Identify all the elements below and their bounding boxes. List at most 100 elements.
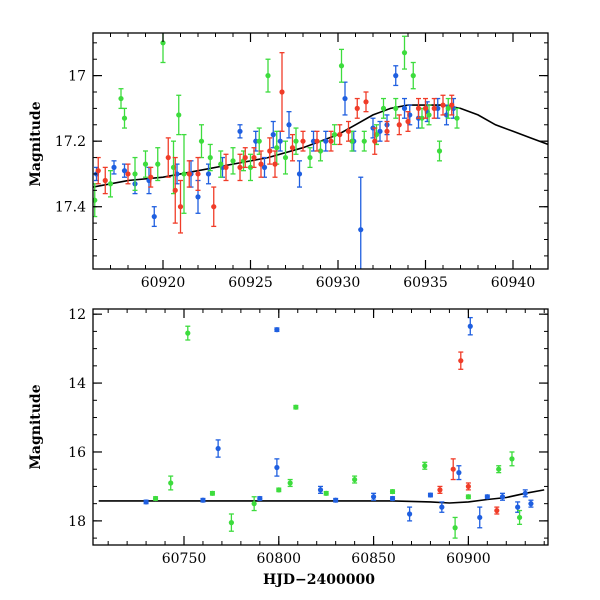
data-point-blue bbox=[477, 506, 483, 529]
data-point-blue bbox=[274, 327, 280, 333]
data-point-red bbox=[237, 153, 243, 182]
data-point-blue bbox=[151, 206, 157, 228]
series-red bbox=[437, 351, 500, 515]
y-tick-label: 14 bbox=[68, 376, 86, 392]
data-point-red bbox=[242, 147, 248, 169]
data-point-blue bbox=[427, 492, 434, 498]
data-point-green bbox=[389, 488, 396, 495]
data-point-green bbox=[176, 94, 182, 136]
data-point-green bbox=[361, 130, 367, 152]
data-point-red bbox=[494, 506, 500, 515]
data-point-blue bbox=[323, 130, 329, 152]
data-point-blue bbox=[333, 497, 339, 503]
data-point-green bbox=[452, 516, 458, 539]
data-point-blue bbox=[358, 176, 364, 269]
data-point-green bbox=[516, 509, 523, 525]
data-point-green bbox=[352, 475, 358, 484]
data-point-red bbox=[251, 147, 257, 169]
data-point-red bbox=[328, 130, 334, 152]
data-point-green bbox=[323, 490, 329, 496]
data-point-red bbox=[458, 351, 464, 370]
x-tick-label: 60750 bbox=[162, 551, 207, 567]
data-point-green bbox=[132, 156, 138, 191]
data-point-green bbox=[293, 127, 299, 155]
series-red bbox=[95, 52, 455, 234]
data-point-red bbox=[345, 120, 352, 142]
data-point-red bbox=[449, 94, 455, 116]
data-point-green bbox=[142, 150, 149, 178]
data-point-blue bbox=[499, 492, 506, 501]
data-point-green bbox=[218, 150, 224, 178]
data-point-red bbox=[422, 97, 429, 119]
data-point-green bbox=[380, 97, 387, 119]
plot-area bbox=[93, 33, 548, 269]
top-panel: 60920 60925 60930 60935 60940 17 17.2 17.4 bbox=[55, 32, 549, 291]
data-point-blue bbox=[111, 160, 117, 175]
data-point-red bbox=[172, 156, 178, 224]
data-point-green bbox=[496, 465, 502, 474]
data-point-green bbox=[331, 124, 338, 146]
data-point-red bbox=[384, 120, 390, 142]
data-point-green bbox=[155, 147, 161, 182]
data-point-red bbox=[437, 485, 443, 494]
data-point-red bbox=[354, 97, 360, 119]
data-point-green bbox=[207, 143, 213, 172]
data-point-red bbox=[148, 166, 154, 188]
data-point-red bbox=[223, 153, 229, 182]
data-point-red bbox=[440, 94, 446, 116]
data-point-green bbox=[349, 130, 355, 152]
data-point-green bbox=[465, 494, 471, 500]
data-point-green bbox=[181, 133, 187, 214]
data-point-blue bbox=[401, 97, 408, 119]
data-point-green bbox=[307, 147, 313, 169]
data-point-blue bbox=[257, 495, 263, 502]
data-point-blue bbox=[261, 156, 268, 178]
data-point-blue bbox=[274, 458, 280, 477]
data-point-blue bbox=[317, 485, 324, 494]
data-point-green bbox=[198, 124, 205, 159]
data-point-red bbox=[372, 127, 378, 155]
data-point-green bbox=[209, 490, 216, 496]
data-point-red bbox=[195, 156, 201, 191]
data-point-green bbox=[152, 495, 159, 502]
data-point-red bbox=[396, 114, 402, 136]
data-point-red bbox=[405, 111, 411, 132]
x-tick-label: 60940 bbox=[491, 275, 536, 291]
data-point-blue bbox=[528, 499, 534, 508]
data-point-red bbox=[314, 130, 320, 152]
data-point-green bbox=[107, 170, 114, 198]
data-point-red bbox=[337, 124, 343, 146]
data-point-blue bbox=[215, 439, 221, 458]
data-point-blue bbox=[467, 316, 473, 336]
data-point-green bbox=[393, 97, 399, 119]
data-point-green bbox=[274, 130, 280, 165]
data-point-blue bbox=[389, 495, 396, 502]
bottom-y-axis-title: Magnitude bbox=[28, 384, 44, 469]
data-point-blue bbox=[342, 81, 348, 116]
data-point-red bbox=[267, 137, 273, 165]
model-curve bbox=[98, 489, 545, 504]
data-point-blue bbox=[200, 497, 206, 503]
data-point-red bbox=[125, 163, 131, 185]
x-tick-label: 60920 bbox=[141, 275, 186, 291]
series-blue bbox=[143, 316, 534, 529]
data-point-red bbox=[363, 91, 369, 113]
data-point-green bbox=[276, 487, 282, 493]
data-point-green bbox=[118, 88, 124, 110]
plot-area bbox=[98, 316, 545, 539]
bottom-panel: 60750 60800 60850 60900 12 14 16 18 bbox=[68, 307, 549, 567]
data-point-red bbox=[95, 156, 101, 185]
data-point-green bbox=[293, 404, 299, 410]
series-green bbox=[93, 33, 460, 218]
data-point-green bbox=[454, 107, 460, 129]
data-point-blue bbox=[407, 506, 413, 522]
y-tick-label: 18 bbox=[68, 514, 86, 530]
data-point-green bbox=[228, 513, 234, 532]
data-point-blue bbox=[121, 163, 128, 178]
data-point-blue bbox=[456, 465, 462, 481]
y-tick-label: 17.4 bbox=[55, 200, 86, 216]
data-point-red bbox=[465, 482, 471, 491]
x-tick-label: 60925 bbox=[228, 275, 273, 291]
data-point-green bbox=[247, 153, 254, 182]
data-point-red bbox=[177, 179, 184, 234]
